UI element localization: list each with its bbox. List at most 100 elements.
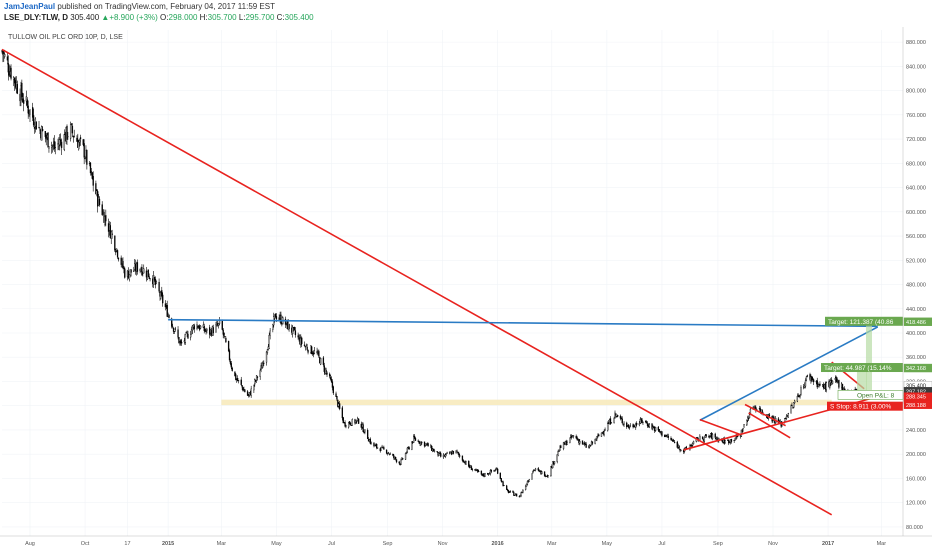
y-tick-label: 400.000 [906, 331, 926, 337]
candle-body [244, 389, 246, 393]
price-chart[interactable]: Target: 121.387 (40.86 Target: 44.987 (15… [0, 27, 932, 550]
y-tick-label: 720.000 [906, 137, 926, 143]
chart-area[interactable]: Target: 121.387 (40.86 Target: 44.987 (15… [0, 27, 932, 550]
candle-body [166, 304, 168, 317]
candle-body [348, 421, 351, 425]
candle-body [591, 441, 594, 444]
candle-body [734, 438, 736, 441]
candle-body [369, 438, 371, 444]
candle-body [215, 324, 217, 333]
candle-body [362, 424, 364, 432]
candle-body [838, 380, 840, 388]
price-tag-label: 418.486 [906, 320, 926, 326]
high-label: H: [199, 13, 208, 22]
candle-body [414, 438, 417, 441]
candle-body [116, 250, 119, 258]
candle-body [250, 388, 252, 396]
candle-body [679, 448, 681, 451]
candle-body [646, 423, 649, 426]
x-tick-label: Nov [768, 541, 778, 547]
candle-body [488, 473, 491, 475]
candle-body [509, 490, 511, 492]
candle-body [705, 434, 707, 437]
target1-range [865, 321, 872, 390]
candle-body [623, 422, 625, 426]
candle-body [642, 421, 644, 423]
candle-body [187, 333, 189, 339]
candle-body [547, 475, 549, 478]
candle-body [805, 376, 808, 381]
trend-line [1, 48, 833, 516]
candle-body [374, 444, 376, 447]
candle-body [269, 330, 271, 336]
candle-body [526, 481, 529, 485]
target1-box [825, 316, 903, 326]
candle-body [216, 323, 218, 325]
candle-body [525, 483, 528, 487]
candle-body [506, 489, 509, 491]
candle-body [222, 329, 224, 335]
candle-body [543, 471, 546, 477]
candle-body [364, 429, 366, 433]
candle-body [161, 290, 163, 296]
candle-body [670, 437, 672, 440]
candle-body [186, 332, 188, 334]
candle-body [654, 427, 657, 431]
candle-body [459, 455, 461, 457]
trend-line [699, 418, 740, 435]
candle-body [101, 204, 103, 215]
trend-line [748, 412, 791, 439]
y-tick-label: 480.000 [906, 283, 926, 289]
price-axis[interactable]: 880.000 840.000 800.000 760.000 720.000 680.0… [906, 40, 926, 531]
open-label: O: [160, 13, 169, 22]
candle-body [380, 446, 382, 451]
candle-body [404, 453, 407, 460]
candle-body [785, 415, 788, 419]
candle-body [729, 442, 731, 444]
candle-body [341, 407, 344, 419]
candle-body [799, 394, 801, 397]
candle-body [326, 372, 328, 375]
candle-body [596, 436, 598, 440]
target2-range [856, 368, 867, 391]
candle-body [35, 121, 37, 130]
author-name[interactable]: JamJeanPaul [4, 2, 56, 11]
time-axis[interactable]: Aug Oct 17 2015 Mar May Jul Sep Nov 2016 Mar May Jul… [25, 541, 886, 547]
close-label: C: [276, 13, 285, 22]
candle-body [829, 381, 831, 388]
x-tick-label: Aug [25, 541, 35, 547]
x-tick-label: 2017 [822, 541, 834, 547]
y-tick-label: 200.000 [906, 452, 926, 458]
candle-body [91, 172, 93, 179]
candle-body [39, 129, 41, 131]
candle-body [344, 422, 346, 427]
candle-body [594, 438, 596, 444]
candle-body [691, 445, 693, 447]
candle-body [241, 385, 243, 388]
candle-body [136, 262, 139, 272]
candle-body [199, 325, 202, 329]
candle-body [376, 443, 378, 448]
candle-body [53, 141, 56, 150]
candle-body [628, 427, 631, 429]
candle-body [796, 396, 799, 402]
candle-body [57, 143, 59, 145]
candle-body [617, 415, 619, 417]
candle-body [804, 380, 807, 387]
candle-body [658, 428, 660, 432]
candle-body [600, 432, 603, 437]
candle-body [657, 426, 659, 431]
candle-body [237, 380, 240, 382]
grid [2, 30, 903, 536]
candle-body [610, 422, 613, 424]
candle-body [503, 484, 505, 486]
candle-body [180, 340, 182, 344]
y-tick-label: 440.000 [906, 307, 926, 313]
candle-body [105, 215, 107, 222]
trend-line [699, 326, 879, 421]
candle-body [711, 434, 714, 439]
candle-body [162, 294, 164, 304]
x-tick-label: Mar [877, 541, 887, 547]
candle-body [601, 431, 604, 434]
candle-body [259, 370, 261, 377]
